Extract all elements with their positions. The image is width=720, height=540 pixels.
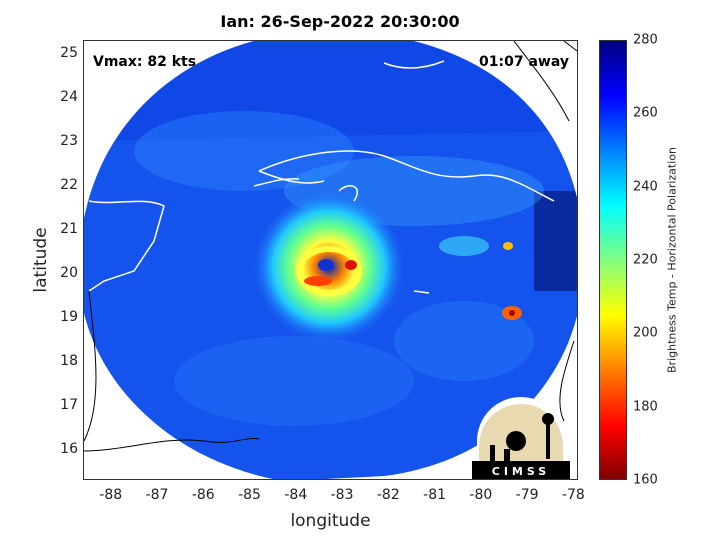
y-axis-label: latitude bbox=[31, 227, 51, 293]
y-tick-label: 21 bbox=[60, 221, 78, 238]
colorbar bbox=[599, 40, 627, 480]
time-away-label: 01:07 away bbox=[479, 54, 569, 70]
colorbar-tick-label: 260 bbox=[633, 105, 658, 121]
colorbar-tick-label: 200 bbox=[633, 325, 658, 341]
x-tick-label: -88 bbox=[99, 487, 123, 503]
colorbar-tick-label: 220 bbox=[633, 252, 658, 268]
y-tick-label: 25 bbox=[60, 45, 78, 62]
map-plot-area: CIMSS Vmax: 82 kts 01:07 away bbox=[83, 40, 578, 480]
colorbar-tick-label: 240 bbox=[633, 179, 658, 195]
y-tick-label: 23 bbox=[60, 133, 78, 150]
colorbar-tick-label: 160 bbox=[633, 472, 658, 488]
y-tick-label: 22 bbox=[60, 177, 78, 194]
colorbar-tick-label: 180 bbox=[633, 399, 658, 415]
y-tick-label: 20 bbox=[60, 265, 78, 282]
x-tick-label: -87 bbox=[145, 487, 169, 503]
x-tick-label: -79 bbox=[515, 487, 539, 503]
y-tick-label: 19 bbox=[60, 309, 78, 326]
colorbar-tick-label: 280 bbox=[633, 32, 658, 48]
x-tick-label: -84 bbox=[284, 487, 308, 503]
y-tick-label: 24 bbox=[60, 89, 78, 106]
vmax-label: Vmax: 82 kts bbox=[93, 54, 197, 70]
satellite-image: CIMSS bbox=[83, 40, 578, 479]
y-tick-label: 17 bbox=[60, 397, 78, 414]
x-tick-label: -80 bbox=[469, 487, 493, 503]
x-tick-label: -86 bbox=[191, 487, 215, 503]
x-axis-label: longitude bbox=[290, 511, 371, 531]
logo-text: CIMSS bbox=[492, 465, 550, 478]
x-tick-label: -83 bbox=[330, 487, 354, 503]
y-tick-label: 18 bbox=[60, 353, 78, 370]
x-tick-label: -82 bbox=[376, 487, 400, 503]
y-tick-label: 16 bbox=[60, 441, 78, 458]
chart-title: Ian: 26-Sep-2022 20:30:00 bbox=[220, 12, 460, 31]
x-tick-label: -78 bbox=[561, 487, 585, 503]
colorbar-label: Brightness Temp - Horizontal Polarizatio… bbox=[665, 147, 679, 373]
cimss-logo: CIMSS bbox=[472, 397, 570, 479]
x-tick-label: -81 bbox=[423, 487, 447, 503]
x-tick-label: -85 bbox=[238, 487, 261, 503]
